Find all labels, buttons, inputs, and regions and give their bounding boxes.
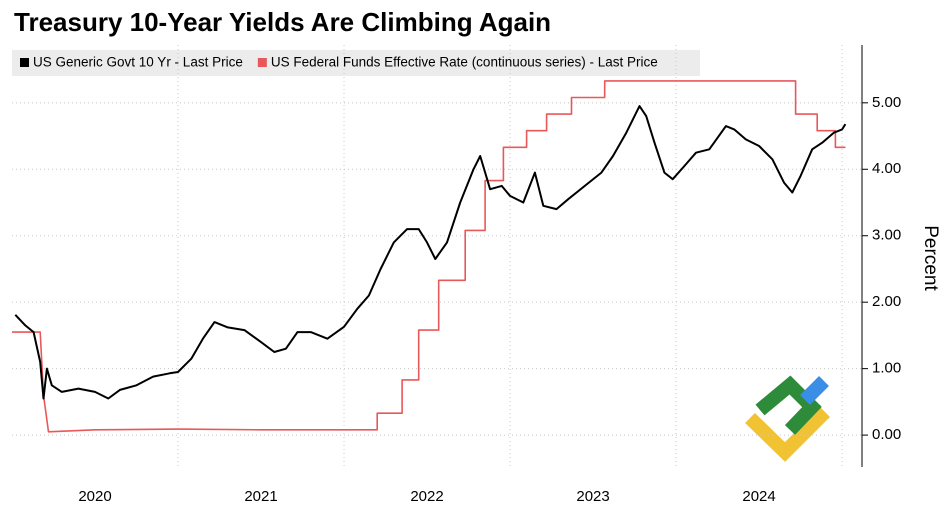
legend-box [12, 50, 700, 76]
series-line [14, 105, 847, 400]
y-axis-label: Percent [920, 225, 941, 291]
x-tick-label: 2021 [244, 488, 277, 505]
x-tick-label: 2024 [742, 488, 775, 505]
x-tick-label: 2020 [78, 488, 111, 505]
y-tick-label: 4.00 [872, 160, 901, 177]
series-line [12, 80, 846, 433]
chart-title: Treasury 10-Year Yields Are Climbing Aga… [14, 7, 551, 37]
legend-label: US Federal Funds Effective Rate (continu… [271, 55, 658, 70]
y-tick-label: 5.00 [872, 94, 901, 111]
legend-label: US Generic Govt 10 Yr - Last Price [33, 55, 243, 70]
y-tick-label: 1.00 [872, 360, 901, 377]
x-tick-label: 2023 [576, 488, 609, 505]
x-tick-label: 2022 [410, 488, 443, 505]
y-tick-label: 0.00 [872, 426, 901, 443]
y-tick-label: 3.00 [872, 227, 901, 244]
y-tick-label: 2.00 [872, 293, 901, 310]
logo [745, 375, 830, 462]
legend-swatch [257, 58, 267, 67]
legend-swatch [20, 58, 29, 67]
